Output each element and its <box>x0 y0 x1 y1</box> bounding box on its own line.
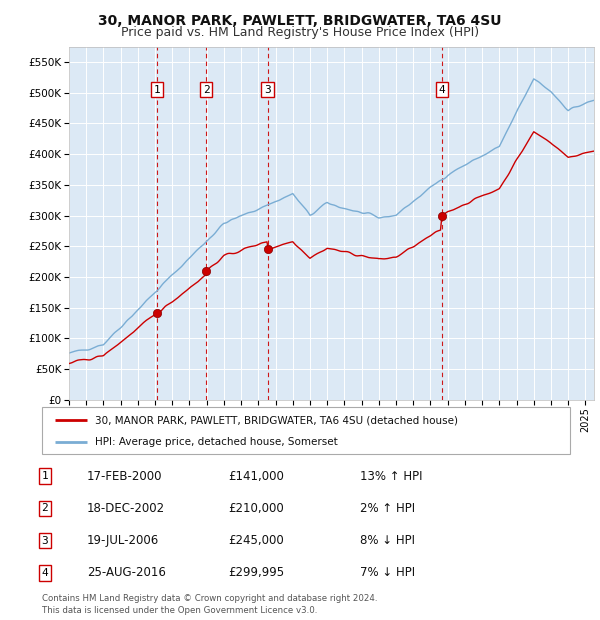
Text: 17-FEB-2000: 17-FEB-2000 <box>87 470 163 482</box>
Text: £299,995: £299,995 <box>228 567 284 579</box>
FancyBboxPatch shape <box>42 407 570 454</box>
Text: Contains HM Land Registry data © Crown copyright and database right 2024.
This d: Contains HM Land Registry data © Crown c… <box>42 594 377 615</box>
Text: £141,000: £141,000 <box>228 470 284 482</box>
Text: 2: 2 <box>41 503 49 513</box>
Text: 13% ↑ HPI: 13% ↑ HPI <box>360 470 422 482</box>
Text: 7% ↓ HPI: 7% ↓ HPI <box>360 567 415 579</box>
Text: £210,000: £210,000 <box>228 502 284 515</box>
Text: 2% ↑ HPI: 2% ↑ HPI <box>360 502 415 515</box>
Text: Price paid vs. HM Land Registry's House Price Index (HPI): Price paid vs. HM Land Registry's House … <box>121 26 479 39</box>
Text: 3: 3 <box>41 536 49 546</box>
Text: 19-JUL-2006: 19-JUL-2006 <box>87 534 159 547</box>
Text: 4: 4 <box>41 568 49 578</box>
Text: 4: 4 <box>438 84 445 94</box>
Text: 1: 1 <box>154 84 161 94</box>
Text: 1: 1 <box>41 471 49 481</box>
Text: HPI: Average price, detached house, Somerset: HPI: Average price, detached house, Some… <box>95 437 338 447</box>
Text: £245,000: £245,000 <box>228 534 284 547</box>
Text: 2: 2 <box>203 84 209 94</box>
Text: 8% ↓ HPI: 8% ↓ HPI <box>360 534 415 547</box>
Text: 30, MANOR PARK, PAWLETT, BRIDGWATER, TA6 4SU: 30, MANOR PARK, PAWLETT, BRIDGWATER, TA6… <box>98 14 502 28</box>
Text: 18-DEC-2002: 18-DEC-2002 <box>87 502 165 515</box>
Text: 25-AUG-2016: 25-AUG-2016 <box>87 567 166 579</box>
Text: 30, MANOR PARK, PAWLETT, BRIDGWATER, TA6 4SU (detached house): 30, MANOR PARK, PAWLETT, BRIDGWATER, TA6… <box>95 415 458 425</box>
Text: 3: 3 <box>264 84 271 94</box>
